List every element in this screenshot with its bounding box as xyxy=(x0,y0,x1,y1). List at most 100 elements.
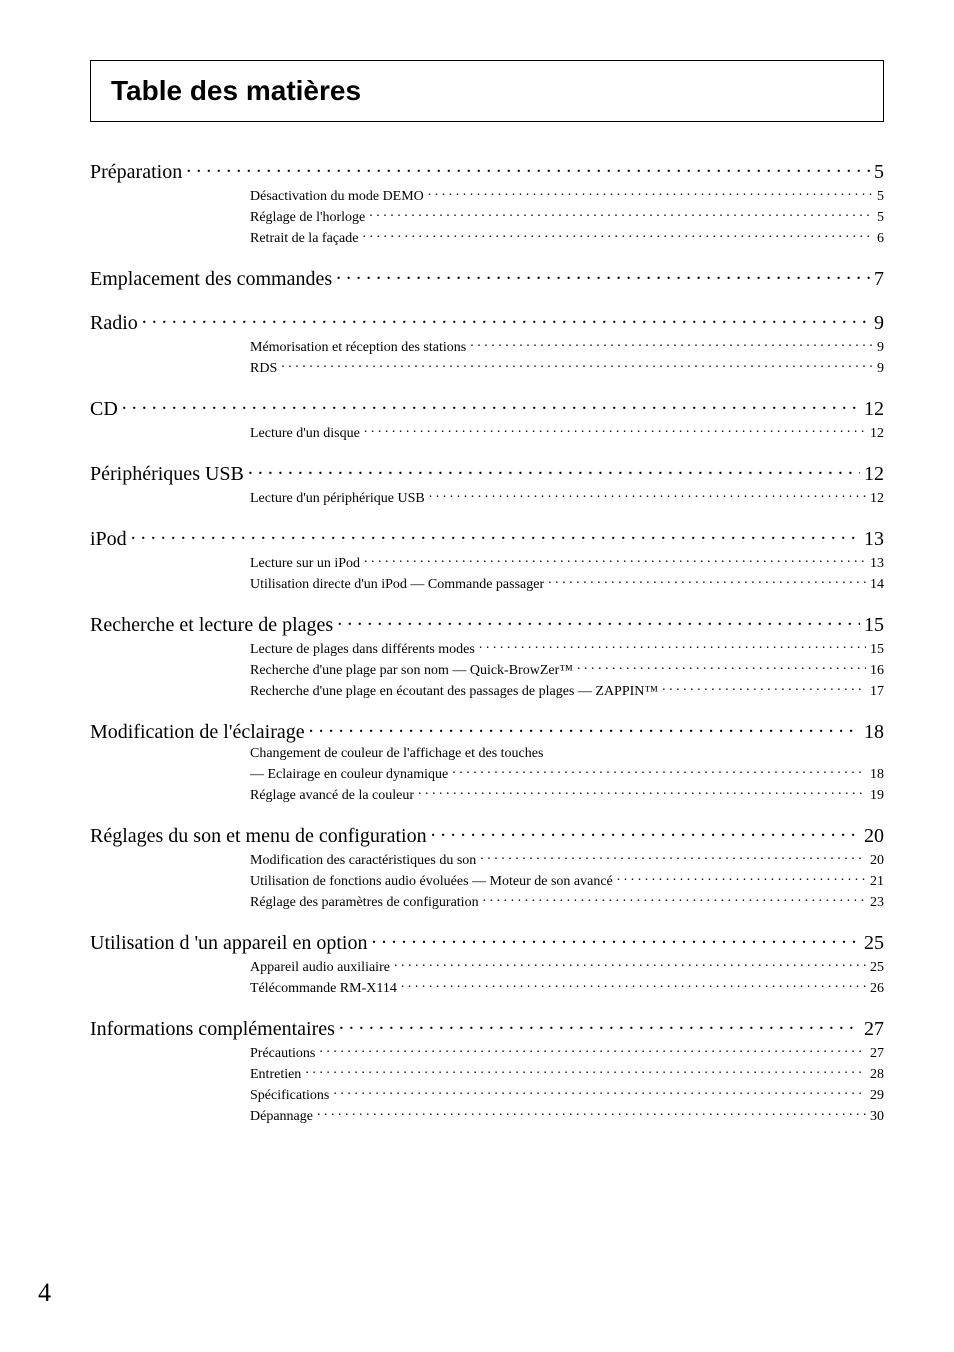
toc-leader-dots xyxy=(394,957,866,971)
toc-page-number: 13 xyxy=(864,528,884,551)
toc-section-heading: Emplacement des commandes 7 xyxy=(90,265,884,291)
toc-label: Réglage des paramètres de configuration xyxy=(250,895,479,911)
toc-item: Dépannage 30 xyxy=(250,1106,884,1125)
toc-page-number: 6 xyxy=(877,231,884,247)
toc-label: RDS xyxy=(250,361,277,377)
table-of-contents: Préparation 5Désactivation du mode DEMO … xyxy=(90,158,884,1125)
toc-page-number: 29 xyxy=(870,1088,884,1104)
toc-item: Entretien 28 xyxy=(250,1064,884,1083)
toc-section-heading: Préparation 5 xyxy=(90,158,884,184)
toc-page-number: 12 xyxy=(864,398,884,421)
toc-item: Lecture sur un iPod 13 xyxy=(250,553,884,572)
toc-leader-dots xyxy=(401,978,866,992)
toc-label: Utilisation de fonctions audio évoluées … xyxy=(250,874,613,890)
toc-page-number: 7 xyxy=(874,268,884,291)
toc-label: Modification de l'éclairage xyxy=(90,721,305,744)
toc-section: Emplacement des commandes 7 xyxy=(90,265,884,291)
toc-section: Recherche et lecture de plages 15 Lecture… xyxy=(90,611,884,700)
toc-leader-dots xyxy=(483,892,866,906)
toc-page-number: 12 xyxy=(870,426,884,442)
toc-label: Réglage de l'horloge xyxy=(250,210,365,226)
toc-leader-dots xyxy=(122,395,860,415)
toc-page-number: 26 xyxy=(870,981,884,997)
toc-page-number: 16 xyxy=(870,663,884,679)
toc-page-number: 9 xyxy=(874,312,884,335)
toc-leader-dots xyxy=(577,660,866,674)
toc-page-number: 12 xyxy=(870,491,884,507)
toc-leader-dots xyxy=(364,553,866,567)
toc-leader-dots xyxy=(429,488,866,502)
toc-leader-dots xyxy=(281,358,873,372)
toc-label: iPod xyxy=(90,528,127,551)
toc-section-heading: Radio 9 xyxy=(90,309,884,335)
toc-label: Lecture sur un iPod xyxy=(250,556,360,572)
page-title: Table des matières xyxy=(111,75,361,106)
toc-item: Précautions 27 xyxy=(250,1043,884,1062)
toc-leader-dots xyxy=(186,158,870,178)
toc-page-number: 15 xyxy=(864,614,884,637)
toc-item: Utilisation de fonctions audio évoluées … xyxy=(250,871,884,890)
toc-leader-dots xyxy=(248,460,860,480)
page-number: 4 xyxy=(38,1278,51,1308)
toc-leader-dots xyxy=(317,1106,866,1120)
toc-section: Informations complémentaires 27Précautio… xyxy=(90,1015,884,1125)
toc-leader-dots xyxy=(452,764,866,778)
toc-label: Utilisation directe d'un iPod — Commande… xyxy=(250,577,544,593)
toc-label: Réglage avancé de la couleur xyxy=(250,788,414,804)
toc-leader-dots xyxy=(362,228,873,242)
toc-leader-dots xyxy=(309,718,860,738)
toc-leader-dots xyxy=(418,785,866,799)
toc-page-number: 27 xyxy=(870,1046,884,1062)
toc-item: Lecture d'un périphérique USB 12 xyxy=(250,488,884,507)
toc-page-number: 28 xyxy=(870,1067,884,1083)
toc-label: Lecture de plages dans différents modes xyxy=(250,642,475,658)
toc-section: Réglages du son et menu de configuration… xyxy=(90,822,884,911)
toc-label: Périphériques USB xyxy=(90,463,244,486)
toc-page-number: 17 xyxy=(870,684,884,700)
toc-item: Modification des caractéristiques du son… xyxy=(250,850,884,869)
toc-item: Lecture d'un disque 12 xyxy=(250,423,884,442)
toc-page-number: 27 xyxy=(864,1018,884,1041)
toc-label: Informations complémentaires xyxy=(90,1018,335,1041)
toc-leader-dots xyxy=(428,186,873,200)
toc-page-number: 20 xyxy=(864,825,884,848)
toc-label: Modification des caractéristiques du son xyxy=(250,853,476,869)
page-container: Table des matières Préparation 5Désactiv… xyxy=(0,0,954,1352)
toc-item: Spécifications 29 xyxy=(250,1085,884,1104)
toc-label: Télécommande RM-X114 xyxy=(250,981,397,997)
toc-leader-dots xyxy=(371,929,860,949)
toc-section-heading: Réglages du son et menu de configuration… xyxy=(90,822,884,848)
toc-leader-dots xyxy=(142,309,870,329)
toc-label: Retrait de la façade xyxy=(250,231,358,247)
toc-leader-dots xyxy=(479,639,866,653)
toc-leader-dots xyxy=(548,574,866,588)
toc-page-number: 18 xyxy=(864,721,884,744)
toc-section: iPod 13Lecture sur un iPod 13Utilisation… xyxy=(90,525,884,593)
toc-leader-dots xyxy=(319,1043,866,1057)
toc-label: Changement de couleur de l'affichage et … xyxy=(250,746,543,762)
toc-section: Radio 9Mémorisation et réception des sta… xyxy=(90,309,884,377)
toc-leader-dots xyxy=(339,1015,860,1035)
toc-section-heading: Utilisation d 'un appareil en option 25 xyxy=(90,929,884,955)
toc-leader-dots xyxy=(336,265,870,285)
toc-section: Utilisation d 'un appareil en option 25A… xyxy=(90,929,884,997)
toc-page-number: 13 xyxy=(870,556,884,572)
toc-leader-dots xyxy=(337,611,860,631)
toc-section: CD 12Lecture d'un disque 12 xyxy=(90,395,884,442)
toc-label: CD xyxy=(90,398,118,421)
toc-page-number: 9 xyxy=(877,361,884,377)
toc-label: Recherche et lecture de plages xyxy=(90,614,333,637)
toc-page-number: 5 xyxy=(877,189,884,205)
toc-page-number: 18 xyxy=(870,767,884,783)
toc-leader-dots xyxy=(617,871,866,885)
toc-leader-dots xyxy=(431,822,860,842)
toc-page-number: 5 xyxy=(877,210,884,226)
toc-page-number: 30 xyxy=(870,1109,884,1125)
toc-label: Dépannage xyxy=(250,1109,313,1125)
toc-page-number: 20 xyxy=(870,853,884,869)
toc-label: Entretien xyxy=(250,1067,301,1083)
toc-section-heading: CD 12 xyxy=(90,395,884,421)
toc-leader-dots xyxy=(131,525,860,545)
title-box: Table des matières xyxy=(90,60,884,122)
toc-item: Réglage des paramètres de configuration … xyxy=(250,892,884,911)
